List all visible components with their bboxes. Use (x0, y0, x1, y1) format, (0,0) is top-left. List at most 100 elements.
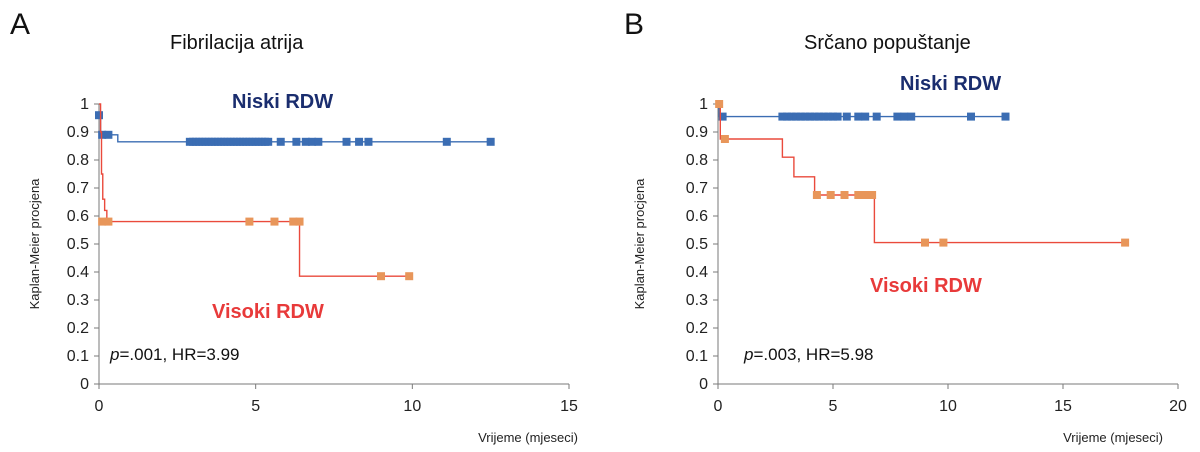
censor-marker (792, 112, 801, 121)
censor-marker (292, 137, 301, 146)
censor-marker (806, 112, 814, 121)
y-tick-label: 0.6 (686, 208, 708, 225)
censor-marker (861, 112, 870, 121)
censor-marker (95, 111, 103, 120)
chart-panel-b: B Srčano popuštanje 0 0.1 0.2 0.3 0.4 0.5 0.6 0… (600, 0, 1200, 452)
y-tick-label: 0.1 (67, 348, 89, 365)
censor-marker (939, 238, 948, 247)
censor-marker (1001, 112, 1010, 121)
panel-letter: A (10, 8, 31, 41)
censor-marker (405, 272, 414, 281)
x-axis-title: Vrijeme (mjeseci) (1063, 430, 1163, 445)
censor-marker (812, 191, 821, 199)
censor-marker (377, 272, 385, 281)
censor-marker (967, 112, 975, 121)
censor-marker (787, 112, 796, 121)
censor-marker (442, 137, 451, 146)
censor-marker (826, 191, 835, 199)
censor-marker (829, 112, 837, 121)
x-tick-label: 5 (829, 398, 838, 415)
censor-marker (801, 112, 810, 121)
y-tick-label: 0.7 (67, 180, 89, 197)
x-tick-label: 5 (251, 398, 260, 415)
censor-marker (921, 238, 929, 247)
km-plot-a: 00.10.20.30.40.50.60.70.80.910 5 10 15Kapla… (27, 91, 578, 445)
censor-marker (810, 112, 819, 121)
y-tick-label: 0.7 (686, 180, 708, 197)
y-tick-label: 0.4 (686, 264, 708, 281)
censor-marker (718, 112, 727, 121)
p-symbol: p (109, 345, 119, 364)
stat-values: =.001, HR=3.99 (119, 345, 239, 364)
series-label: Niski RDW (232, 91, 333, 113)
censor-marker (863, 191, 872, 199)
series-label: Visoki RDW (212, 301, 324, 323)
x-tick-label: 20 (1169, 398, 1187, 415)
censor-marker (295, 217, 304, 226)
p-symbol: p (743, 345, 753, 364)
censor-marker (842, 112, 851, 121)
censor-marker (364, 137, 373, 146)
censor-marker (900, 112, 909, 121)
censor-marker (276, 137, 285, 146)
censor-marker (104, 130, 113, 139)
chart-title: Fibrilacija atrija (170, 32, 304, 54)
censor-marker (342, 137, 351, 146)
censor-marker (815, 112, 824, 121)
stat-annotation: p=.003, HR=5.98 (743, 345, 874, 364)
censor-marker (301, 137, 310, 146)
censor-marker (819, 112, 828, 121)
censor-marker (840, 191, 849, 199)
censor-marker (858, 191, 867, 199)
x-tick-label: 0 (95, 398, 104, 415)
y-tick-label: 0 (699, 376, 708, 393)
x-tick-label: 10 (403, 398, 421, 415)
chart-panel-a: A Fibrilacija atrija 0 0.1 0.2 0.3 0.4 0.5 0.6… (10, 8, 578, 445)
y-tick-label: 0.3 (686, 292, 708, 309)
censor-marker (833, 112, 842, 121)
censor-marker (796, 112, 805, 121)
censor-marker (289, 217, 298, 226)
censor-marker (715, 100, 724, 108)
panel-letter: B (624, 8, 645, 41)
censor-marker (270, 217, 279, 226)
censor-marker (98, 217, 107, 226)
x-axis-title: Vrijeme (mjeseci) (478, 430, 578, 445)
y-tick-label: 0.1 (686, 348, 708, 365)
x-tick-label: 15 (1054, 398, 1072, 415)
y-tick-label: 0.9 (686, 124, 708, 141)
y-tick-label: 0.5 (686, 236, 708, 253)
y-tick-label: 0.9 (67, 124, 89, 141)
censor-marker (104, 217, 113, 226)
censor-marker (854, 112, 863, 121)
chart-title: Srčano popuštanje (804, 32, 971, 54)
censor-marker (355, 137, 364, 146)
censor-marker (314, 137, 323, 146)
censor-marker (720, 135, 729, 143)
y-tick-label: 0.4 (67, 264, 89, 281)
x-tick-label: 10 (939, 398, 957, 415)
censor-marker (893, 112, 902, 121)
y-tick-label: 0.5 (67, 236, 89, 253)
y-tick-label: 0.2 (67, 320, 89, 337)
censor-marker (872, 112, 881, 121)
y-tick-label: 0.3 (67, 292, 89, 309)
censor-marker (245, 217, 254, 226)
censor-marker (824, 112, 833, 121)
y-tick-label: 0.8 (67, 152, 89, 169)
censor-marker (264, 137, 273, 146)
stat-values: =.003, HR=5.98 (753, 345, 873, 364)
series-label: Niski RDW (900, 73, 1001, 95)
y-tick-label: 0 (80, 376, 89, 393)
y-tick-label: 0.2 (686, 320, 708, 337)
stat-annotation: p=.001, HR=3.99 (109, 345, 240, 364)
censor-marker (907, 112, 916, 121)
x-tick-label: 0 (714, 398, 723, 415)
x-tick-label: 15 (560, 398, 578, 415)
y-axis-title: Kaplan-Meier procjena (632, 178, 647, 310)
y-tick-label: 1 (80, 96, 89, 113)
series-label: Visoki RDW (870, 275, 982, 297)
censor-marker (868, 191, 877, 199)
y-tick-label: 0.6 (67, 208, 89, 225)
y-tick-label: 0.8 (686, 152, 708, 169)
